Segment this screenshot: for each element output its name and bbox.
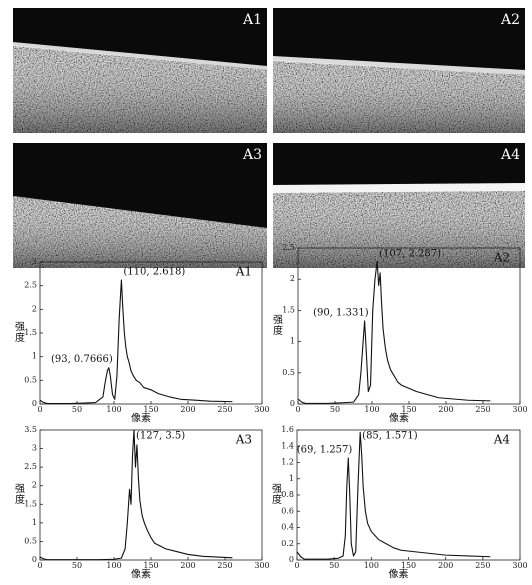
y-tick-label: 2.5 <box>282 243 295 252</box>
y-tick-label: 1.5 <box>24 328 37 337</box>
y-axis-label: 强度 <box>270 483 282 505</box>
y-tick-label: 1 <box>290 337 295 346</box>
oct-image-a3 <box>13 143 267 268</box>
annotation: (90, 1.331) <box>313 307 369 318</box>
x-tick-label: 100 <box>364 561 379 570</box>
x-axis-label: 像素 <box>131 568 151 581</box>
x-tick-label: 200 <box>438 405 453 414</box>
chart-label: A2 <box>493 251 510 265</box>
y-tick-label: 2.5 <box>24 281 37 290</box>
y-tick-label: 0 <box>32 555 37 564</box>
x-tick-label: 300 <box>254 561 269 570</box>
chart-label: A4 <box>493 433 511 447</box>
x-tick-label: 200 <box>180 405 195 414</box>
y-axis-label: 强度 <box>13 321 25 343</box>
y-tick-label: 2 <box>32 304 37 313</box>
x-tick-label: 0 <box>37 561 42 570</box>
x-tick-label: 250 <box>475 561 490 570</box>
plot-frame <box>39 429 263 561</box>
y-tick-label: 0.4 <box>281 523 294 532</box>
line-chart: 0 50 100 150 200 250 300 0 0.5 1 1.5 2 2.5 像素 强度 A2 (90,… <box>271 243 528 425</box>
x-tick-label: 150 <box>143 405 158 414</box>
x-tick-label: 50 <box>330 405 340 414</box>
image-label: A2 <box>500 12 520 28</box>
y-tick-label: 1.5 <box>24 499 37 508</box>
oct-image-a1 <box>13 8 267 133</box>
x-tick-label: 250 <box>217 561 232 570</box>
x-tick-label: 250 <box>217 405 232 414</box>
y-tick-label: 1.2 <box>281 458 294 467</box>
y-tick-label: 0.2 <box>281 539 294 548</box>
y-tick-label: 3.5 <box>24 425 37 434</box>
y-tick-label: 3 <box>32 257 37 266</box>
data-line <box>39 429 233 561</box>
annotation: (69, 1.257) <box>297 444 353 455</box>
annotation: (93, 0.7666) <box>51 354 113 365</box>
annotation: (85, 1.571) <box>362 431 418 442</box>
y-tick-label: 0.5 <box>282 368 295 377</box>
x-axis-label: 像素 <box>131 412 151 425</box>
y-tick-label: 0 <box>289 555 294 564</box>
x-tick-label: 100 <box>364 405 379 414</box>
y-tick-label: 2 <box>32 481 37 490</box>
oct-image-a4 <box>273 143 525 268</box>
chart-label: A1 <box>235 265 252 279</box>
y-tick-label: 1 <box>32 518 37 527</box>
y-tick-label: 0.6 <box>281 506 294 515</box>
x-tick-label: 0 <box>295 405 300 414</box>
x-tick-label: 100 <box>106 561 121 570</box>
y-tick-label: 3 <box>32 444 37 453</box>
y-tick-label: 0.8 <box>281 490 294 499</box>
x-axis-label: 像素 <box>389 568 409 581</box>
y-tick-label: 0 <box>290 399 295 408</box>
x-tick-label: 300 <box>512 561 527 570</box>
y-axis-label: 强度 <box>13 483 25 505</box>
x-tick-label: 50 <box>329 561 339 570</box>
line-chart: 0 50 100 150 200 250 300 0 0.2 0.4 0.6 0.8 1 1.2 1.4 1.… <box>270 425 528 581</box>
x-tick-label: 0 <box>37 405 42 414</box>
annotation: (110, 2.618) <box>123 267 185 278</box>
x-tick-label: 300 <box>254 405 269 414</box>
y-tick-label: 0.5 <box>24 536 37 545</box>
line-chart: 0 50 100 150 200 250 300 0 0.5 1 1.5 2 2.5 3 像素 强度 A1 (93… <box>13 257 270 425</box>
annotation: (107, 2.287) <box>379 249 441 260</box>
x-tick-label: 50 <box>72 405 82 414</box>
y-tick-label: 0.5 <box>24 375 37 384</box>
data-line <box>296 431 491 560</box>
x-tick-label: 200 <box>438 561 453 570</box>
image-label: A3 <box>242 147 262 163</box>
y-tick-label: 1.4 <box>281 441 294 450</box>
chart-label: A3 <box>235 433 252 447</box>
y-tick-label: 1.5 <box>282 305 295 314</box>
y-tick-label: 2 <box>290 274 295 283</box>
y-tick-label: 0 <box>32 399 37 408</box>
x-tick-label: 300 <box>512 405 527 414</box>
y-tick-label: 1.6 <box>281 425 294 434</box>
x-tick-label: 100 <box>106 405 121 414</box>
x-tick-label: 250 <box>475 405 490 414</box>
x-tick-label: 200 <box>180 561 195 570</box>
data-line <box>39 279 233 405</box>
oct-image-a2 <box>273 8 525 133</box>
x-tick-label: 150 <box>143 561 158 570</box>
y-tick-label: 1 <box>32 352 37 361</box>
y-axis-label: 强度 <box>271 314 283 336</box>
plot-frame <box>39 261 263 405</box>
x-tick-label: 150 <box>401 405 416 414</box>
annotation: (127, 3.5) <box>136 431 185 442</box>
image-label: A1 <box>242 12 262 28</box>
x-tick-label: 0 <box>294 561 299 570</box>
line-chart: 0 50 100 150 200 250 300 0 0.5 1 1.5 2 2.5 3 3.5 像素 强度 A3… <box>13 425 270 581</box>
image-label: A4 <box>500 147 520 163</box>
x-tick-label: 150 <box>401 561 416 570</box>
x-axis-label: 像素 <box>389 412 409 425</box>
data-line <box>297 260 491 404</box>
y-tick-label: 2.5 <box>24 462 37 471</box>
y-tick-label: 1 <box>289 474 294 483</box>
x-tick-label: 50 <box>72 561 82 570</box>
plot-frame <box>297 247 521 405</box>
